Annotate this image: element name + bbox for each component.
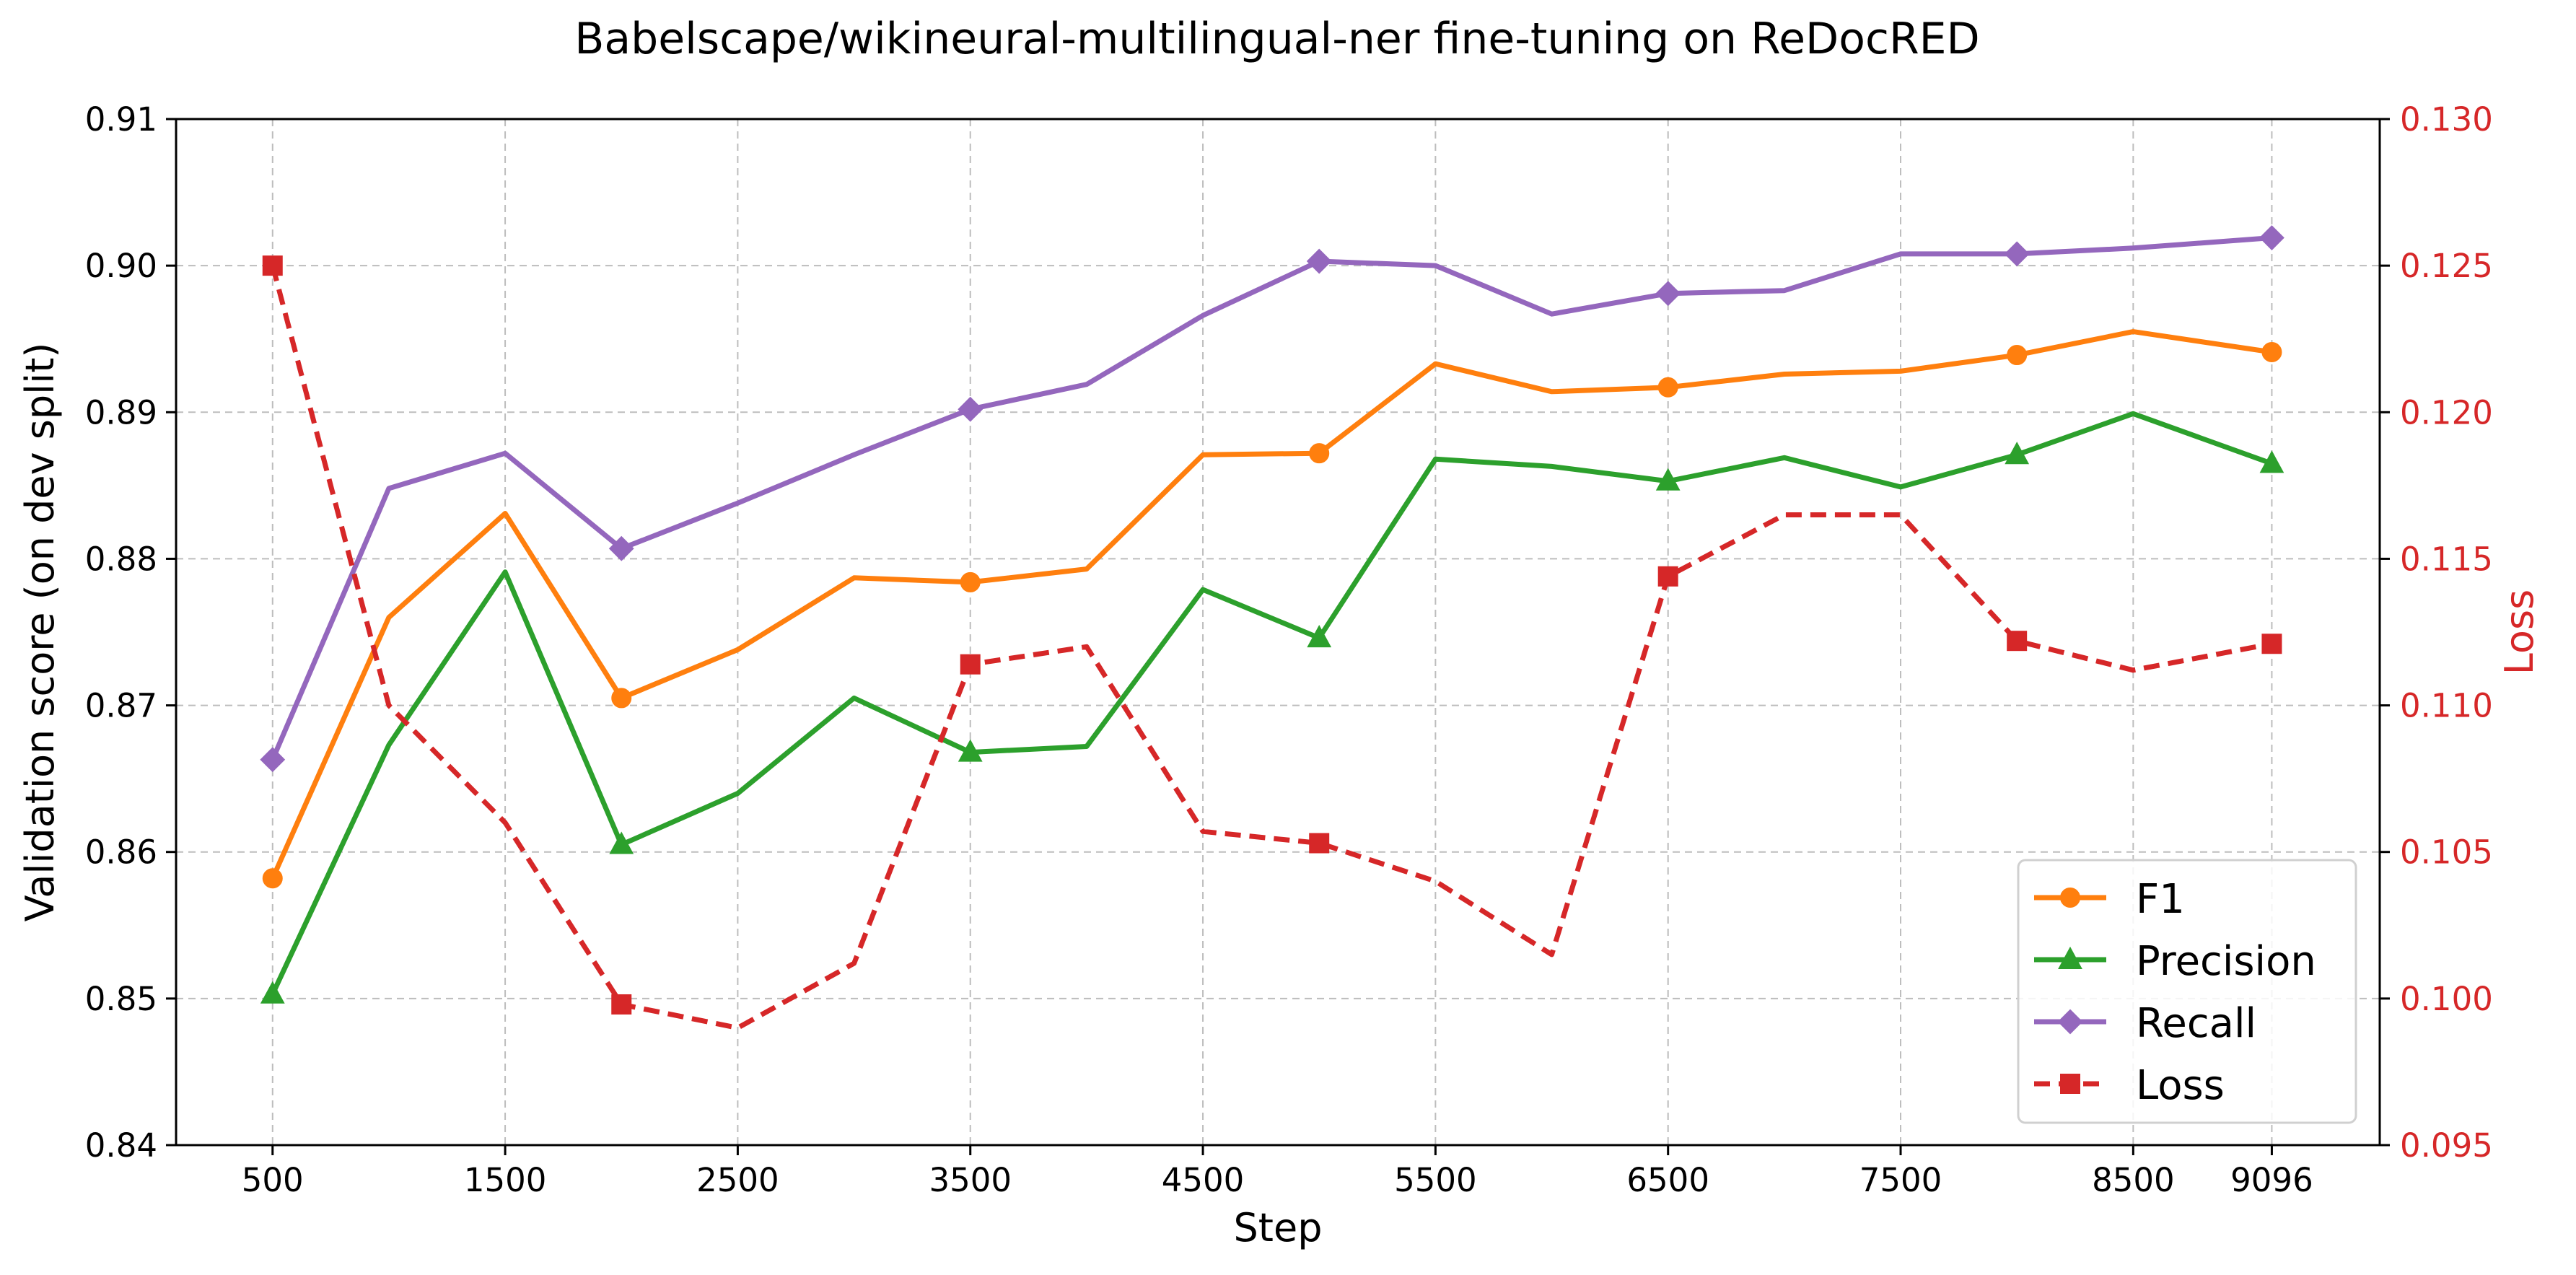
x-tick-label: 4500 (1162, 1161, 1245, 1199)
data-point-recall (260, 747, 286, 773)
x-axis-label: Step (1234, 1205, 1323, 1250)
data-point-precision (958, 739, 983, 762)
legend-label: Recall (2136, 1000, 2256, 1047)
data-point-f1 (2007, 345, 2028, 366)
legend-label: Precision (2136, 938, 2316, 985)
y-tick-label: 0.89 (85, 393, 157, 431)
data-point-f1 (960, 571, 981, 592)
legend-marker (2060, 888, 2080, 908)
data-point-loss (2007, 631, 2028, 652)
data-point-f1 (1657, 377, 1678, 398)
data-point-loss (960, 654, 981, 675)
x-tick-label: 7500 (1859, 1161, 1942, 1199)
legend-marker (2060, 1074, 2080, 1094)
legend-item-f1: F1 (2034, 876, 2185, 923)
data-point-f1 (2261, 341, 2282, 362)
data-point-loss (611, 994, 632, 1015)
legend-item-recall: Recall (2034, 1000, 2256, 1047)
data-point-precision (609, 831, 634, 854)
data-point-f1 (1309, 443, 1330, 464)
data-point-precision (1655, 468, 1681, 491)
x-tick-label: 8500 (2092, 1161, 2175, 1199)
data-point-precision (2005, 442, 2030, 465)
y2-tick-label: 0.130 (2400, 100, 2493, 139)
y2-axis-label: Loss (2497, 590, 2542, 675)
x-tick-label: 1500 (464, 1161, 547, 1199)
series-recall (260, 225, 2284, 773)
y2-tick-label: 0.095 (2400, 1126, 2493, 1165)
y2-tick-label: 0.105 (2400, 833, 2493, 872)
series-precision (260, 411, 2284, 1004)
x-tick-label: 2500 (696, 1161, 779, 1199)
data-point-recall (1306, 248, 1332, 274)
data-point-loss (1657, 566, 1678, 587)
chart-title: Babelscape/wikineural-multilingual-ner f… (574, 14, 1980, 64)
x-axis: 500 1500 2500 3500 4500 5500 6500 7500 8500 9096 (242, 1145, 2313, 1199)
x-tick-label: 3500 (929, 1161, 1012, 1199)
plot-frame (175, 118, 2381, 1147)
data-point-recall (2004, 241, 2030, 267)
series-layer (260, 225, 2284, 1030)
legend: F1 Precision Recall Loss (2017, 859, 2357, 1124)
data-point-loss (1309, 833, 1330, 854)
y-tick-label: 0.90 (85, 247, 157, 285)
y2-tick-label: 0.110 (2400, 687, 2493, 725)
data-point-recall (608, 535, 634, 561)
y-tick-label: 0.84 (85, 1126, 157, 1165)
legend-label: F1 (2136, 876, 2185, 923)
legend-item-precision: Precision (2034, 938, 2316, 985)
y-tick-label: 0.91 (85, 100, 157, 139)
series-line-f1 (270, 329, 2272, 880)
x-tick-label: 9096 (2230, 1161, 2313, 1199)
y-tick-label: 0.85 (85, 980, 157, 1018)
y-axis-left: 0.84 0.85 0.86 0.87 0.88 0.89 0.90 0.91 (85, 100, 176, 1165)
legend-marker (2058, 946, 2082, 969)
x-tick-label: 6500 (1626, 1161, 1709, 1199)
y-tick-label: 0.87 (85, 687, 157, 725)
data-point-precision (260, 981, 285, 1004)
data-point-recall (958, 396, 983, 422)
series-loss (262, 255, 2282, 1030)
data-point-f1 (611, 688, 632, 709)
data-point-f1 (262, 868, 283, 889)
data-point-recall (1655, 281, 1681, 307)
series-line-precision (270, 411, 2273, 996)
data-point-precision (2259, 450, 2284, 473)
series-f1 (262, 329, 2282, 889)
y2-tick-label: 0.100 (2400, 980, 2493, 1018)
legend-label: Loss (2136, 1062, 2225, 1109)
y-tick-label: 0.88 (85, 540, 157, 578)
series-line-recall (270, 235, 2272, 761)
y2-tick-label: 0.125 (2400, 247, 2493, 285)
y2-tick-label: 0.120 (2400, 393, 2493, 431)
y2-tick-label: 0.115 (2400, 540, 2493, 578)
y-axis-label: Validation score (on dev split) (17, 343, 63, 922)
data-point-precision (1307, 625, 1332, 648)
x-tick-label: 500 (242, 1161, 304, 1199)
y-axis-right: 0.095 0.100 0.105 0.110 0.115 0.120 0.125 0.130 (2380, 100, 2493, 1165)
data-point-loss (262, 255, 283, 276)
data-point-loss (2261, 634, 2282, 654)
legend-item-loss: Loss (2034, 1062, 2225, 1109)
y-tick-label: 0.86 (85, 833, 157, 872)
legend-marker (2057, 1009, 2083, 1035)
series-line-loss (270, 265, 2273, 1030)
data-point-recall (2259, 225, 2284, 250)
legend-box (2017, 859, 2357, 1124)
x-tick-label: 5500 (1394, 1161, 1477, 1199)
